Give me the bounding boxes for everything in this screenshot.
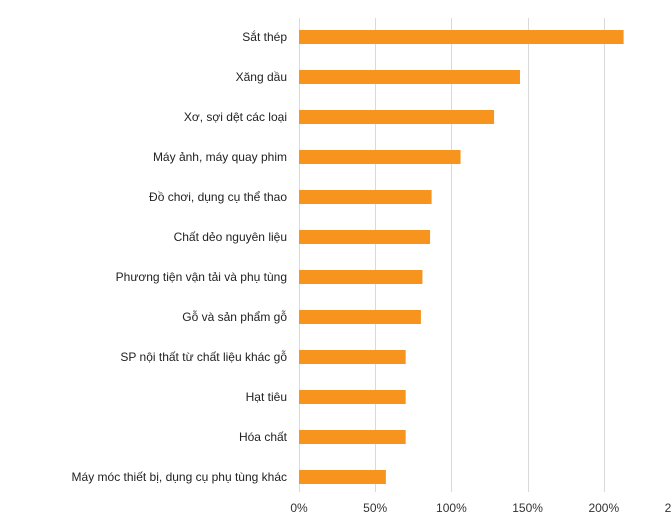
x-tick-label-3: 150%	[512, 501, 543, 515]
bar-6	[299, 270, 423, 284]
category-label-1: Xăng dầu	[236, 70, 287, 84]
bar-0	[299, 30, 624, 44]
bar-8	[299, 350, 406, 364]
bar-4	[299, 190, 432, 204]
category-label-layer: Sắt thép Xăng dầu Xơ, sợi dệt các loại Máy …	[72, 29, 288, 484]
category-label-11: Máy móc thiết bị, dụng cụ phụ tùng khác	[72, 470, 287, 484]
bar-3	[299, 150, 461, 164]
category-label-9: Hạt tiêu	[246, 390, 287, 404]
category-label-2: Xơ, sợi dệt các loại	[184, 110, 287, 124]
bar-7	[299, 310, 421, 324]
x-tick-label-0: 0%	[290, 501, 308, 515]
category-label-8: SP nội thất từ chất liệu khác gỗ	[120, 349, 287, 364]
bar-9	[299, 390, 406, 404]
bar-11	[299, 470, 386, 484]
x-tick-label-1: 50%	[363, 501, 387, 515]
bar-10	[299, 430, 406, 444]
bar-layer	[299, 30, 624, 484]
category-label-0: Sắt thép	[242, 29, 287, 44]
x-tick-label-4: 200%	[588, 501, 619, 515]
bar-2	[299, 110, 495, 124]
x-tick-layer: 0% 50% 100% 150% 200% 250%	[290, 501, 672, 515]
category-label-3: Máy ảnh, máy quay phim	[153, 150, 287, 164]
bar-1	[299, 70, 520, 84]
category-label-7: Gỗ và sản phẩm gỗ	[182, 309, 287, 324]
category-label-4: Đồ chơi, dụng cụ thể thao	[149, 190, 287, 204]
x-tick-label-2: 100%	[436, 501, 467, 515]
bar-5	[299, 230, 431, 244]
grid-layer	[299, 18, 605, 492]
x-tick-label-5: 250%	[665, 501, 672, 515]
category-label-5: Chất dẻo nguyên liệu	[174, 230, 287, 244]
category-label-10: Hóa chất	[239, 430, 288, 444]
category-label-6: Phương tiện vận tải và phụ tùng	[116, 270, 287, 284]
